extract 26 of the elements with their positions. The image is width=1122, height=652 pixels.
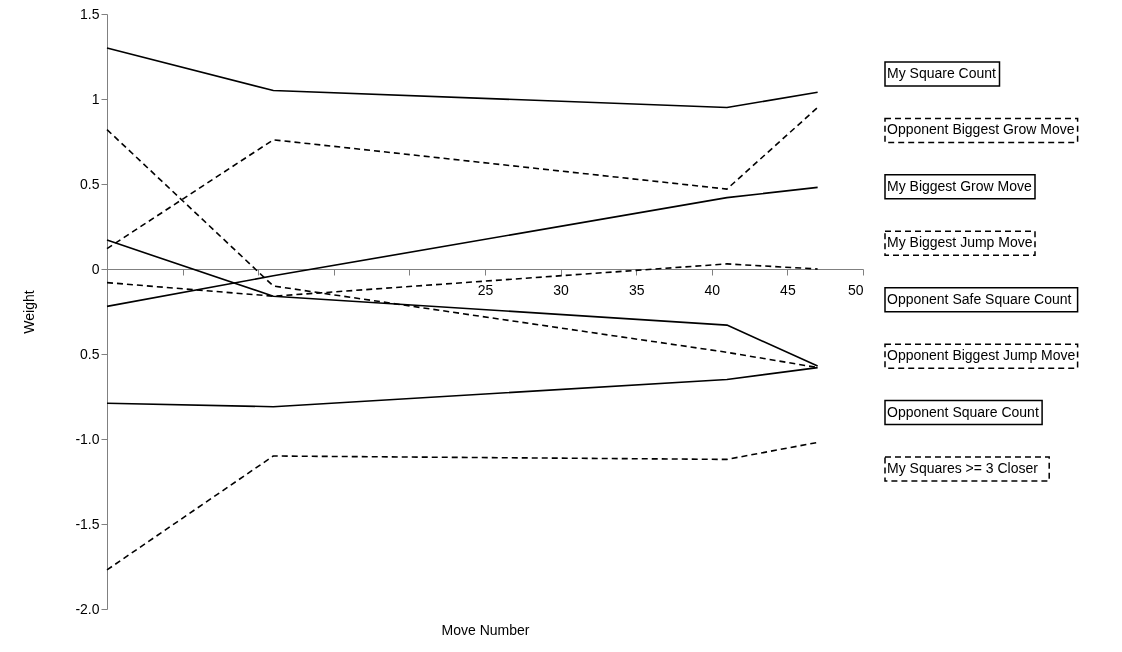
y-tick-label: 0.5 (80, 345, 100, 362)
line-series (106, 47, 819, 109)
y-tick-label: -2.0 (75, 600, 100, 617)
x-axis-title: Move Number (441, 621, 530, 638)
y-tick-label: 1.5 (80, 5, 100, 22)
x-tick-label: 40 (704, 281, 721, 298)
text: My Biggest Jump Move (887, 234, 1033, 251)
y-tick-label: -1.5 (75, 515, 100, 532)
x-tick-label: 35 (628, 281, 645, 298)
y-tick-label: -1.0 (75, 430, 100, 447)
y-tick-label: 0 (91, 260, 100, 277)
line-series (106, 441, 819, 571)
text: Opponent Biggest Jump Move (887, 347, 1076, 364)
y-tick-label: 0.5 (80, 175, 100, 192)
text: My Biggest Grow Move (887, 177, 1032, 194)
text: My Squares >= 3 Closer (887, 460, 1039, 476)
y-axis-title: Weight (21, 290, 38, 334)
x-tick-label: 50 (847, 281, 864, 298)
x-tick-label: 25 (477, 281, 494, 298)
x-tick-label: 45 (780, 281, 796, 298)
x-tick-label: 30 (553, 281, 570, 298)
text: Opponent Safe Square Count (887, 290, 1072, 307)
text: Opponent Biggest Grow Move (887, 121, 1075, 138)
y-tick-label: 1 (91, 90, 100, 107)
text: My Square Count (887, 65, 997, 81)
text: Opponent Square Count (887, 403, 1039, 420)
